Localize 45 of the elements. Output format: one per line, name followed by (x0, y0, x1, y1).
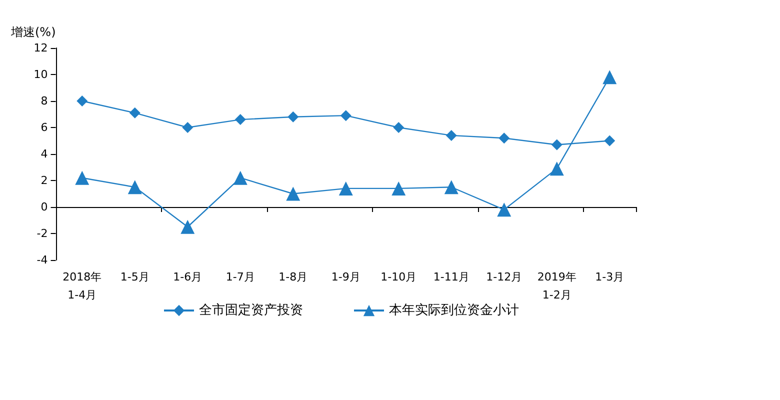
point (551, 139, 562, 150)
y-tick-label: 12 (34, 42, 48, 54)
x-tick-label: 2018年 1-4月 (62, 270, 102, 302)
point (288, 111, 299, 122)
y-tick-label: 8 (40, 94, 48, 108)
legend-label: 本年实际到位资金小计 (389, 303, 519, 318)
x-tick-label: 1-6月 (173, 270, 202, 284)
point (498, 132, 510, 144)
x-tick-label: 1-3月 (595, 270, 624, 284)
point (182, 122, 194, 133)
point (446, 130, 457, 141)
x-tick-label: 1-12月 (486, 270, 522, 284)
point (286, 186, 300, 201)
point (128, 180, 142, 194)
point (602, 70, 617, 84)
point (550, 162, 564, 176)
x-tick-label: 1-11月 (433, 270, 470, 284)
x-tick-label: 1-10月 (380, 270, 417, 284)
y-tick-label: 4 (40, 148, 48, 160)
x-tick-label: 1-5月 (120, 270, 150, 284)
point (129, 107, 140, 118)
point (604, 135, 616, 146)
y-tick-label: 0 (40, 200, 48, 214)
point (338, 181, 353, 196)
point (180, 220, 195, 234)
point (234, 114, 246, 126)
y-tick-label: -2 (36, 227, 48, 240)
legend-label: 全市固定资产投资 (199, 303, 303, 318)
point (497, 202, 512, 217)
point (393, 122, 404, 133)
x-tick-label: 2019年 1-2月 (537, 270, 576, 302)
point (444, 180, 458, 194)
y-tick-label: 10 (34, 68, 48, 81)
point (392, 181, 406, 196)
point (75, 170, 90, 185)
y-axis-title: 增速(%) (10, 25, 56, 39)
y-tick-label: -4 (36, 254, 48, 266)
point (340, 110, 352, 122)
y-tick-label: 6 (40, 121, 48, 134)
point (233, 170, 248, 185)
point (76, 96, 88, 106)
x-tick-label: 1-9月 (331, 270, 360, 284)
x-tick-label: 1-8月 (278, 270, 308, 284)
y-tick-label: 2 (40, 174, 48, 187)
x-tick-label: 1-7月 (226, 270, 255, 284)
